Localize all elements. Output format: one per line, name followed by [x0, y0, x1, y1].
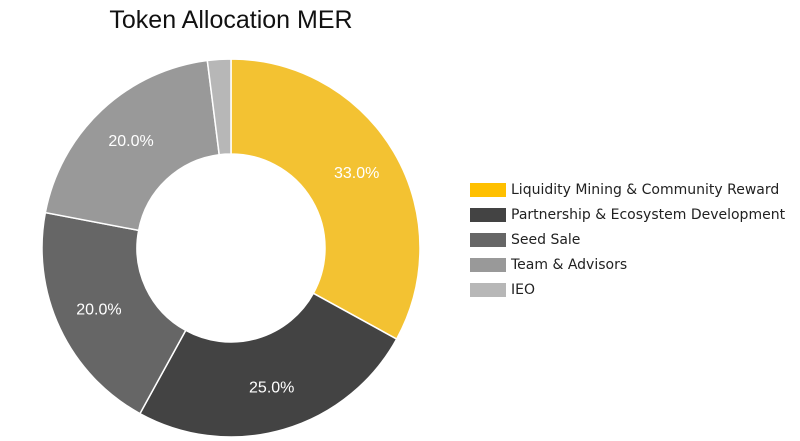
legend-label: Team & Advisors	[511, 256, 628, 273]
legend-label: Liquidity Mining & Community Reward	[511, 181, 780, 198]
slice-3	[44, 59, 221, 232]
legend-label: Seed Sale	[511, 231, 581, 248]
donut-slices	[41, 58, 421, 438]
legend-item-4: IEO	[470, 277, 785, 302]
slice-label-1: 25.0%	[249, 380, 294, 397]
slice-label-0: 33.0%	[334, 165, 379, 182]
legend-swatch	[470, 257, 506, 272]
legend-item-2: Seed Sale	[470, 227, 785, 252]
legend-swatch	[470, 282, 506, 297]
slice-0	[230, 58, 421, 341]
slice-label-3: 20.0%	[108, 133, 153, 150]
legend-item-0: Liquidity Mining & Community Reward	[470, 177, 785, 202]
slice-2	[41, 211, 187, 415]
chart-title: Token Allocation MER	[109, 6, 353, 34]
slice-labels: 33.0% 25.0% 20.0% 20.0%	[76, 133, 379, 397]
legend-swatch	[470, 232, 506, 247]
slice-1	[138, 292, 398, 438]
legend-swatch	[470, 207, 506, 222]
legend: Liquidity Mining & Community Reward Partn…	[470, 177, 785, 302]
legend-swatch	[470, 182, 506, 197]
slice-label-2: 20.0%	[76, 302, 121, 319]
legend-label: IEO	[511, 281, 535, 298]
legend-label: Partnership & Ecosystem Development	[511, 206, 786, 223]
slice-4	[206, 58, 232, 156]
legend-item-1: Partnership & Ecosystem Development	[470, 202, 785, 227]
legend-item-3: Team & Advisors	[470, 252, 785, 277]
